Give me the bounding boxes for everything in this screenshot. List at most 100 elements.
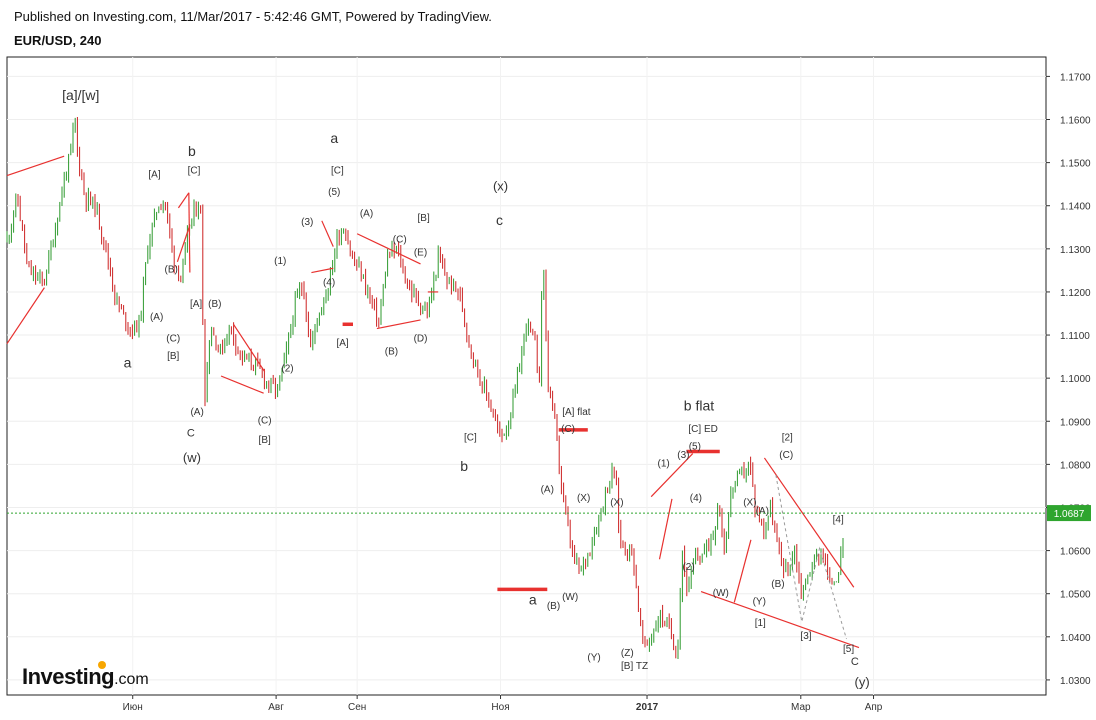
wave-label: (C) <box>166 334 180 345</box>
y-tick-label: 1.1300 <box>1060 245 1091 256</box>
trendline <box>6 287 45 345</box>
wave-label: (y) <box>855 674 870 689</box>
symbol-label: EUR/USD, 240 <box>14 33 102 48</box>
wave-label: (B) <box>164 265 177 276</box>
y-axis-ticks: 1.1700 1.1600 1.1500 1.1400 1.1300 1.1200 1.11… <box>1046 72 1091 687</box>
trendline <box>6 155 65 177</box>
wave-label: [2] <box>782 433 793 444</box>
wave-label: [5] <box>843 644 854 655</box>
candles <box>6 117 844 660</box>
wave-label: (D) <box>414 334 428 345</box>
wave-labels: [a]/[w] b [C] [A] (B) (A) [A] (B) (C) [B] a (A) C (w)… <box>62 87 870 689</box>
logo-dot-icon <box>98 661 106 669</box>
trendline <box>763 457 855 588</box>
wave-label: (W) <box>562 592 578 603</box>
wave-label: (A) <box>360 209 373 220</box>
wave-label: b <box>188 143 196 159</box>
wave-label: (A) <box>150 312 163 323</box>
wave-label: b <box>460 458 468 474</box>
wave-label: (1) <box>658 459 670 470</box>
x-tick-label: Мар <box>791 702 811 713</box>
wave-label: (C) <box>393 234 407 245</box>
wave-label: a <box>330 130 338 146</box>
trendline <box>176 224 191 262</box>
wave-label: [C] ED <box>688 424 717 435</box>
trendline <box>177 192 190 209</box>
y-tick-label: 1.1500 <box>1060 159 1091 170</box>
investing-logo[interactable]: Investing.com <box>22 661 149 690</box>
wave-label: (3) <box>677 450 689 461</box>
wave-label: (C) <box>258 415 272 426</box>
y-tick-label: 1.0500 <box>1060 590 1091 601</box>
wave-label: (5) <box>328 187 340 198</box>
wave-label: [3] <box>800 631 811 642</box>
x-tick-label: Июн <box>123 702 143 713</box>
wave-label: [B] <box>167 351 179 362</box>
wave-label: (1) <box>274 256 286 267</box>
wave-label: (C) <box>561 424 575 435</box>
x-tick-label: 2017 <box>636 702 659 713</box>
trendline <box>658 498 673 560</box>
wave-label: (2) <box>281 364 293 375</box>
trendline <box>311 267 334 274</box>
wave-label: C <box>851 656 859 668</box>
trendline <box>220 375 264 394</box>
wave-label: [B] <box>418 213 430 224</box>
y-tick-label: 1.1600 <box>1060 116 1091 127</box>
wave-label: [a]/[w] <box>62 87 99 103</box>
wave-label: [A] <box>336 338 348 349</box>
wave-label: (A) <box>190 407 203 418</box>
wave-label: (x) <box>493 179 508 194</box>
wave-label: c <box>496 212 503 228</box>
wave-label: b flat <box>684 397 714 413</box>
y-tick-label: 1.0600 <box>1060 547 1091 558</box>
support-levels <box>342 322 720 592</box>
wave-label: (B) <box>547 601 560 612</box>
current-price: 1.0687 <box>7 505 1091 522</box>
wave-label: [1] <box>755 618 766 629</box>
wave-label: (W) <box>713 588 729 599</box>
wave-label: (4) <box>690 493 702 504</box>
y-tick-label: 1.1200 <box>1060 288 1091 299</box>
y-tick-label: 1.0800 <box>1060 460 1091 471</box>
trendline <box>233 323 266 373</box>
wave-label: (2) <box>682 562 694 573</box>
current-price-box <box>1047 505 1091 522</box>
trendline <box>376 319 421 330</box>
trendline <box>356 233 421 265</box>
wave-label: (w) <box>183 450 201 465</box>
wave-label: (B) <box>385 346 398 357</box>
wave-label: (5) <box>689 441 701 452</box>
trendline <box>650 453 694 498</box>
trendline <box>188 192 191 273</box>
wave-label: (Y) <box>587 653 600 664</box>
x-tick-label: Апр <box>865 702 883 713</box>
y-tick-label: 1.1100 <box>1060 331 1090 342</box>
wave-label: (E) <box>414 247 427 258</box>
trendline <box>700 590 860 649</box>
wave-label: [4] <box>833 515 844 526</box>
wave-label: [A] <box>148 170 160 181</box>
wave-label: (C) <box>779 450 793 461</box>
wave-label: (B) <box>208 299 221 310</box>
wave-label: (X) <box>610 497 623 508</box>
wave-label: [C] <box>464 433 477 444</box>
trendline <box>321 220 334 247</box>
y-tick-label: 1.0300 <box>1060 676 1091 687</box>
x-tick-label: Ноя <box>491 702 509 713</box>
plot-frame <box>6 56 1047 696</box>
wave-label: [A] <box>190 299 202 310</box>
wave-label: [A] flat <box>562 407 591 418</box>
logo-domain: .com <box>114 671 149 688</box>
forecast-path <box>775 475 847 640</box>
wave-label: (3) <box>301 217 313 228</box>
current-price-label: 1.0687 <box>1054 509 1085 520</box>
wave-label: (Y) <box>753 596 766 607</box>
wave-label: (B) <box>771 579 784 590</box>
y-tick-label: 1.1700 <box>1060 72 1091 83</box>
wave-label: (Z) <box>621 648 634 659</box>
trendlines <box>6 155 860 649</box>
wave-label: (A) <box>756 506 769 517</box>
x-tick-label: Сен <box>348 702 366 713</box>
